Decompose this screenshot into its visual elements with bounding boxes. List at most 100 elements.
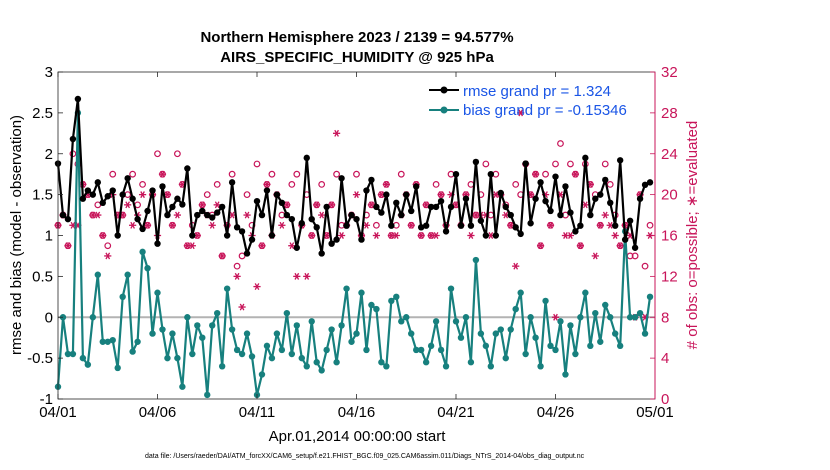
bias-point (612, 330, 619, 337)
rmse-point (457, 222, 465, 229)
bias-point (457, 334, 465, 341)
evaluated-point-stroke (214, 201, 220, 209)
evaluated-point (432, 232, 440, 239)
evaluated-point-stroke (339, 232, 344, 239)
rmse-point (333, 236, 340, 243)
rmse-point (582, 154, 589, 162)
rmse-point (338, 175, 345, 182)
bias-point (482, 342, 490, 350)
rmse-point (149, 187, 156, 194)
y-right-tick-label: 16 (661, 228, 678, 245)
bias-point (318, 367, 325, 374)
bias-point (542, 297, 549, 305)
evaluated-point-stroke (587, 180, 593, 188)
y-axis-right: 0 4 8 12 16 20 24 28 32 (650, 64, 678, 408)
possible-point (238, 252, 246, 260)
evaluated-point-stroke (553, 313, 558, 321)
evaluated-point-stroke (140, 191, 145, 199)
rmse-point (248, 236, 256, 243)
bias-point (134, 338, 141, 345)
evaluated-point (507, 221, 515, 229)
rmse-point (358, 236, 365, 243)
evaluated-point-stroke (433, 232, 439, 239)
rmse-point (636, 195, 644, 202)
evaluated-point (467, 232, 475, 239)
bias-point (522, 350, 529, 358)
rmse-point (174, 195, 181, 202)
possible-point (213, 181, 221, 188)
evaluated-point-stroke (508, 221, 514, 229)
bias-point (373, 305, 380, 313)
evaluated-point (591, 252, 599, 260)
evaluated-point (308, 232, 316, 239)
evaluated-point-stroke (329, 201, 334, 209)
bias-point (119, 293, 126, 301)
possible-point (482, 160, 490, 168)
rmse-point (388, 222, 395, 229)
bias-point (223, 285, 231, 292)
evaluated-point-stroke (473, 211, 479, 219)
rmse-point (99, 199, 106, 206)
evaluated-point-stroke (408, 221, 414, 229)
bias-point (248, 353, 256, 360)
legend-rmse-label: rmse grand pr = 1.324 (463, 83, 611, 100)
evaluated-point (158, 170, 167, 178)
rmse-point (79, 195, 87, 202)
bias-point (472, 256, 480, 264)
rmse-point (472, 158, 480, 166)
rmse-point (328, 240, 335, 247)
rmse-point (378, 209, 385, 216)
evaluated-point (328, 201, 336, 209)
evaluated-point-stroke (244, 211, 250, 219)
evaluated-point (233, 272, 241, 280)
rmse-point (537, 179, 544, 186)
possible-point (293, 170, 301, 178)
possible-point (567, 160, 574, 168)
bias-point (636, 309, 644, 317)
bias-point (582, 289, 589, 296)
bias-point (209, 322, 216, 329)
evaluated-point (163, 191, 172, 199)
evaluated-point (94, 211, 102, 219)
evaluated-point (566, 232, 575, 239)
evaluated-point-stroke (130, 221, 135, 229)
bias-point (99, 338, 106, 345)
evaluated-point-stroke (324, 232, 330, 239)
bias-point (383, 363, 390, 370)
possible-point (353, 170, 360, 178)
evaluated-point (318, 211, 326, 219)
bias-point (79, 354, 87, 362)
bias-point (607, 314, 614, 321)
evaluated-point (208, 221, 216, 229)
rmse-point (383, 191, 390, 198)
rmse-point (353, 215, 360, 223)
bias-point (218, 363, 226, 370)
evaluated-point-stroke (558, 191, 563, 199)
evaluated-point (611, 232, 619, 239)
rmse-series (54, 95, 654, 257)
bias-point (547, 342, 554, 350)
x-axis: 04/01 04/06 04/11 04/16 04/21 04/26 05/01 (39, 72, 674, 421)
rmse-point (129, 195, 136, 202)
evaluated-point-stroke (518, 109, 524, 117)
rmse-point (238, 228, 246, 235)
chart-title: Northern Hemisphere 2023 / 2139 = 94.577… (200, 29, 513, 46)
rmse-point (547, 207, 554, 215)
evaluated-point-stroke (254, 283, 260, 291)
rmse-point (293, 244, 300, 251)
rmse-point (154, 240, 161, 247)
evaluated-point-stroke (388, 232, 394, 239)
evaluated-point-stroke (294, 272, 300, 280)
bias-point (214, 309, 221, 317)
rmse-point (597, 191, 604, 198)
bias-point (577, 314, 584, 321)
rmse-point (258, 211, 266, 219)
evaluated-point-stroke (642, 313, 648, 321)
rmse-point (209, 214, 216, 221)
bias-point (602, 301, 609, 309)
rmse-point (532, 195, 539, 202)
rmse-point (467, 222, 475, 229)
evaluated-point-stroke (612, 232, 618, 239)
y-right-tick-label: 20 (661, 187, 678, 204)
